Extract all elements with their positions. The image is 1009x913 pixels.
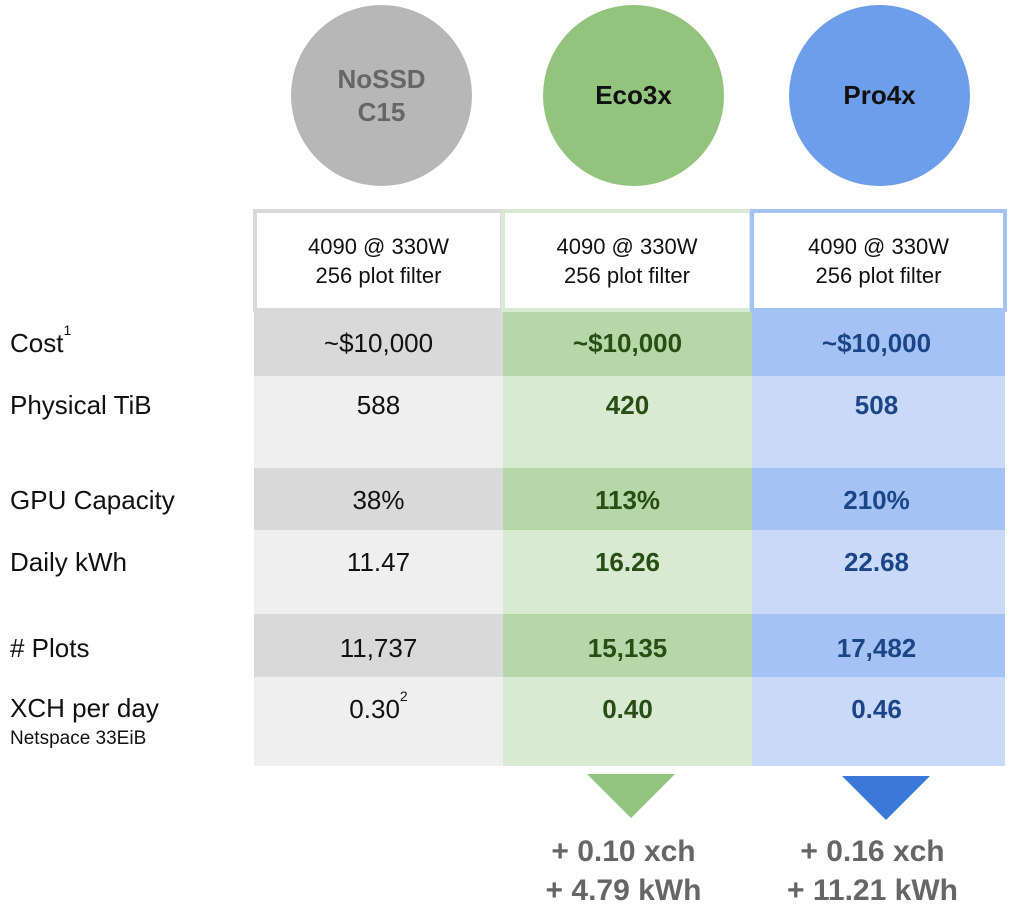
tib-eco3x: 420	[605, 390, 650, 420]
eco3x-name: Eco3x	[595, 80, 672, 110]
kwh-eco3x: 16.26	[594, 547, 661, 577]
eco3x-delta: + 0.10 xch + 4.79 kWh	[499, 832, 748, 910]
band-cost-grey	[254, 312, 503, 376]
band-kwh-green	[503, 530, 752, 614]
pro4x-spec-gpu: 4090 @ 330W	[808, 233, 949, 259]
nossd-circle: NoSSD C15	[291, 5, 472, 186]
gpu-capacity-label: GPU Capacity	[10, 485, 175, 515]
eco3x-delta-xch: + 0.10 xch	[551, 835, 696, 868]
nossd-spec-filter: 256 plot filter	[315, 262, 442, 288]
pro4x-down-arrow-icon	[842, 776, 930, 820]
plots-pro4x: 17,482	[836, 633, 917, 663]
kwh-pro4x: 22.68	[843, 547, 910, 577]
band-plots-green	[503, 614, 752, 677]
band-kwh-grey	[254, 530, 503, 614]
eco3x-delta-kwh: + 4.79 kWh	[545, 874, 702, 907]
cost-footnote: 1	[63, 322, 72, 338]
plots-eco3x: 15,135	[587, 633, 668, 663]
tib-nossd: 588	[356, 390, 401, 420]
nossd-spec-gpu: 4090 @ 330W	[308, 233, 449, 259]
band-xch-grey	[254, 677, 503, 766]
eco3x-circle: Eco3x	[543, 5, 724, 186]
band-cost-green	[503, 312, 752, 376]
gpu-eco3x: 113%	[594, 485, 661, 515]
gpu-pro4x: 210%	[843, 485, 910, 515]
pro4x-delta-xch: + 0.16 xch	[800, 835, 945, 868]
pro4x-delta: + 0.16 xch + 11.21 kWh	[748, 832, 997, 910]
band-xch-blue	[752, 677, 1005, 766]
xch-nossd-value: 0.30	[349, 694, 400, 724]
band-gpu-blue	[752, 468, 1005, 530]
pro4x-circle: Pro4x	[789, 5, 970, 186]
cost-label-text: Cost	[10, 328, 64, 358]
tib-pro4x: 508	[854, 390, 899, 420]
netspace-label: Netspace 33EiB	[10, 728, 147, 749]
eco3x-spec-filter: 256 plot filter	[564, 262, 690, 288]
eco3x-spec-gpu: 4090 @ 330W	[556, 233, 698, 259]
cost-nossd: ~$10,000	[323, 328, 434, 358]
cost-eco3x: ~$10,000	[572, 328, 683, 358]
gpu-nossd: 38%	[352, 485, 405, 515]
plots-nossd: 11,737	[339, 633, 418, 663]
cost-label: Cost1	[10, 322, 71, 359]
eco3x-down-arrow-icon	[587, 774, 675, 818]
xch-nossd: 0.302	[254, 688, 503, 725]
plots-label: # Plots	[10, 633, 90, 663]
band-tib-grey	[254, 376, 503, 468]
band-kwh-blue	[752, 530, 1005, 614]
band-xch-green	[503, 677, 752, 766]
xch-eco3x: 0.40	[602, 694, 653, 724]
cost-pro4x: ~$10,000	[821, 328, 932, 358]
band-gpu-grey	[254, 468, 503, 530]
nossd-spec-box: 4090 @ 330W 256 plot filter	[253, 209, 504, 312]
band-cost-blue	[752, 312, 1005, 376]
xch-per-day-label: XCH per day	[10, 693, 159, 723]
band-plots-grey	[254, 614, 503, 677]
pro4x-spec-filter: 256 plot filter	[815, 262, 942, 288]
kwh-nossd: 11.47	[346, 547, 411, 577]
xch-footnote: 2	[399, 688, 408, 704]
eco3x-spec-box: 4090 @ 330W 256 plot filter	[501, 209, 753, 312]
band-plots-blue	[752, 614, 1005, 677]
band-gpu-green	[503, 468, 752, 530]
nossd-name-line2: C15	[357, 96, 406, 127]
nossd-name-line1: NoSSD	[337, 63, 426, 94]
pro4x-name: Pro4x	[843, 80, 916, 110]
daily-kwh-label: Daily kWh	[10, 547, 128, 577]
xch-pro4x: 0.46	[851, 694, 902, 724]
band-tib-blue	[752, 376, 1005, 468]
physical-tib-label: Physical TiB	[10, 390, 152, 420]
pro4x-delta-kwh: + 11.21 kWh	[787, 874, 958, 907]
pro4x-spec-box: 4090 @ 330W 256 plot filter	[750, 209, 1007, 312]
band-tib-green	[503, 376, 752, 468]
